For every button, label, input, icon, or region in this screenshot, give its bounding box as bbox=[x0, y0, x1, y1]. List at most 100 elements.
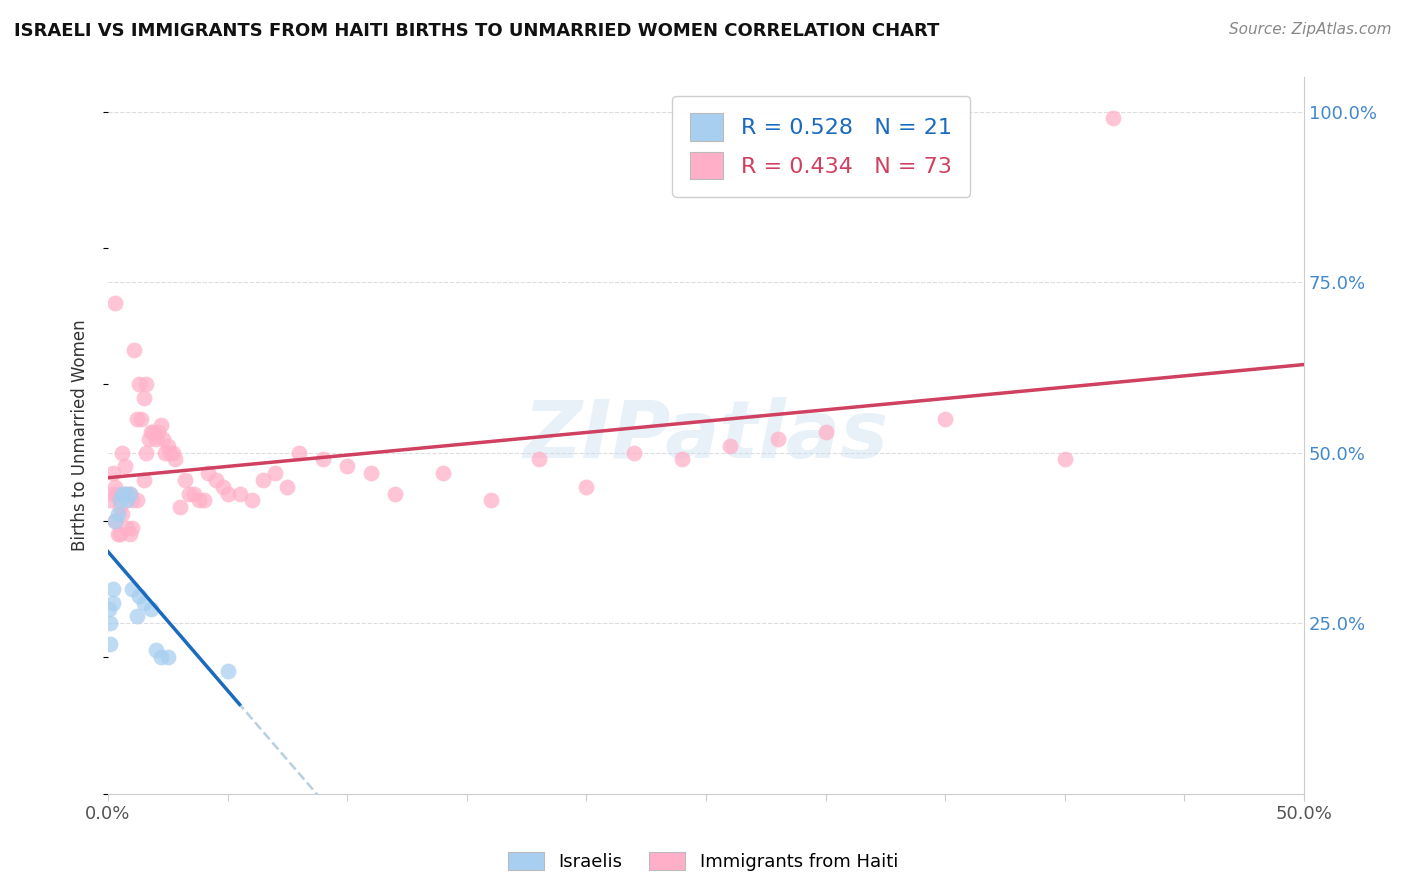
Point bbox=[217, 664, 239, 678]
Point bbox=[104, 295, 127, 310]
Point bbox=[360, 466, 382, 480]
Point bbox=[101, 596, 124, 610]
Point bbox=[118, 486, 141, 500]
Point bbox=[111, 486, 134, 500]
Point bbox=[169, 500, 191, 515]
Point bbox=[575, 480, 598, 494]
Point bbox=[128, 589, 150, 603]
Point bbox=[121, 493, 143, 508]
Point bbox=[173, 473, 195, 487]
Point bbox=[111, 445, 134, 459]
Point bbox=[211, 480, 233, 494]
Point bbox=[155, 445, 177, 459]
Point bbox=[432, 466, 454, 480]
Point bbox=[124, 343, 146, 358]
Point bbox=[162, 445, 184, 459]
Point bbox=[125, 411, 148, 425]
Point bbox=[814, 425, 837, 439]
Point bbox=[121, 521, 143, 535]
Legend: R = 0.528   N = 21, R = 0.434   N = 73: R = 0.528 N = 21, R = 0.434 N = 73 bbox=[672, 95, 970, 196]
Point bbox=[148, 425, 170, 439]
Point bbox=[163, 452, 186, 467]
Point bbox=[101, 486, 124, 500]
Point bbox=[114, 459, 136, 474]
Point bbox=[125, 493, 148, 508]
Point bbox=[149, 418, 172, 433]
Point bbox=[671, 452, 693, 467]
Point bbox=[156, 650, 179, 665]
Point bbox=[934, 411, 956, 425]
Point bbox=[101, 466, 124, 480]
Point bbox=[98, 602, 121, 616]
Point bbox=[193, 493, 215, 508]
Point bbox=[107, 486, 129, 500]
Text: Source: ZipAtlas.com: Source: ZipAtlas.com bbox=[1229, 22, 1392, 37]
Point bbox=[131, 411, 153, 425]
Point bbox=[125, 609, 148, 624]
Point bbox=[197, 466, 219, 480]
Point bbox=[179, 486, 201, 500]
Point bbox=[152, 432, 174, 446]
Point bbox=[118, 486, 141, 500]
Point bbox=[623, 445, 645, 459]
Point bbox=[138, 432, 160, 446]
Point bbox=[384, 486, 406, 500]
Point bbox=[104, 514, 127, 528]
Point bbox=[100, 637, 122, 651]
Point bbox=[132, 473, 155, 487]
Point bbox=[115, 486, 138, 500]
Point bbox=[1101, 112, 1123, 126]
Point bbox=[187, 493, 209, 508]
Point bbox=[115, 493, 138, 508]
Point bbox=[217, 486, 239, 500]
Point bbox=[766, 432, 789, 446]
Point bbox=[336, 459, 359, 474]
Point bbox=[288, 445, 311, 459]
Text: ZIPatlas: ZIPatlas bbox=[523, 397, 889, 475]
Point bbox=[1053, 452, 1076, 467]
Point bbox=[240, 493, 263, 508]
Point bbox=[145, 432, 167, 446]
Point bbox=[114, 486, 136, 500]
Point bbox=[118, 527, 141, 541]
Point bbox=[479, 493, 502, 508]
Point bbox=[204, 473, 226, 487]
Legend: Israelis, Immigrants from Haiti: Israelis, Immigrants from Haiti bbox=[501, 845, 905, 879]
Point bbox=[128, 377, 150, 392]
Point bbox=[252, 473, 274, 487]
Point bbox=[264, 466, 287, 480]
Point bbox=[115, 521, 138, 535]
Text: ISRAELI VS IMMIGRANTS FROM HAITI BIRTHS TO UNMARRIED WOMEN CORRELATION CHART: ISRAELI VS IMMIGRANTS FROM HAITI BIRTHS … bbox=[14, 22, 939, 40]
Point bbox=[527, 452, 550, 467]
Point bbox=[100, 616, 122, 631]
Point bbox=[108, 493, 131, 508]
Point bbox=[114, 486, 136, 500]
Point bbox=[276, 480, 298, 494]
Point bbox=[107, 527, 129, 541]
Point bbox=[104, 480, 127, 494]
Point bbox=[139, 602, 162, 616]
Point bbox=[132, 391, 155, 405]
Point bbox=[149, 650, 172, 665]
Point bbox=[121, 582, 143, 596]
Point bbox=[111, 507, 134, 521]
Point bbox=[718, 439, 741, 453]
Point bbox=[228, 486, 250, 500]
Point bbox=[108, 527, 131, 541]
Point bbox=[132, 596, 155, 610]
Point bbox=[139, 425, 162, 439]
Point bbox=[145, 643, 167, 657]
Y-axis label: Births to Unmarried Women: Births to Unmarried Women bbox=[72, 319, 89, 551]
Point bbox=[135, 377, 157, 392]
Point bbox=[107, 507, 129, 521]
Point bbox=[159, 445, 181, 459]
Point bbox=[108, 500, 131, 515]
Point bbox=[101, 582, 124, 596]
Point bbox=[104, 514, 127, 528]
Point bbox=[100, 493, 122, 508]
Point bbox=[156, 439, 179, 453]
Point bbox=[135, 445, 157, 459]
Point bbox=[142, 425, 165, 439]
Point bbox=[312, 452, 335, 467]
Point bbox=[183, 486, 205, 500]
